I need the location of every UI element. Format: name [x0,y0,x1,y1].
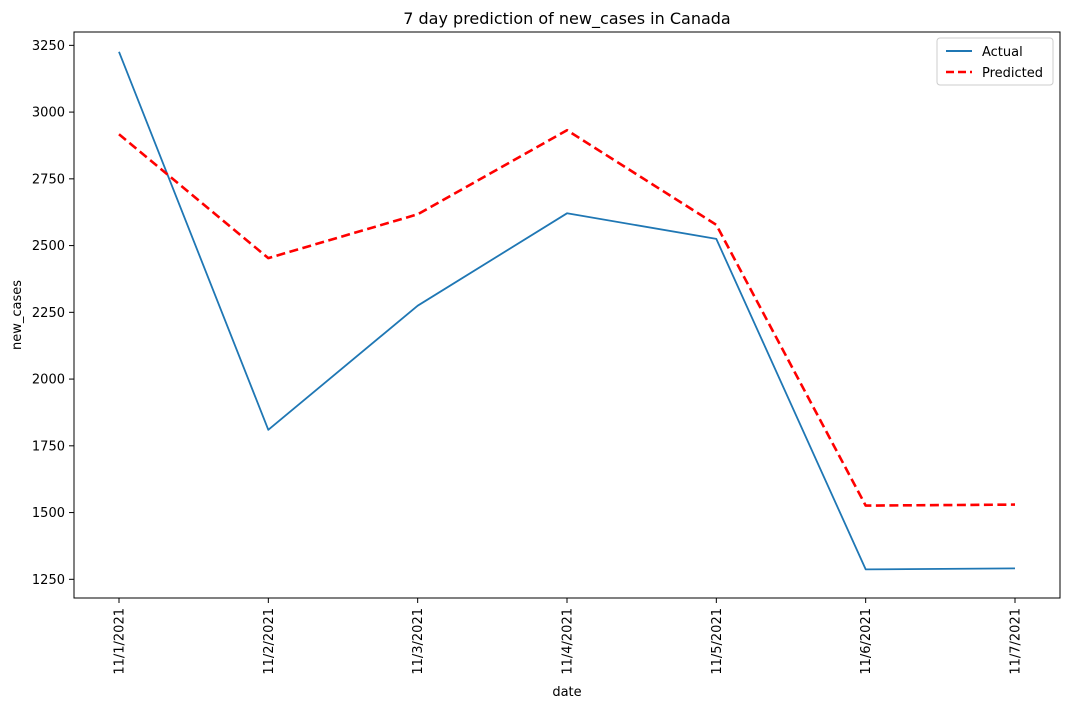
series-line-actual [118,51,1016,571]
x-axis-label: date [552,685,581,700]
plot-frame [73,31,1061,599]
series-layer [118,51,1016,571]
series-line-predicted [118,128,1016,507]
y-tick-label-1750: 1750 [32,439,65,454]
x-tick-label-0: 11/1/2021 [113,608,128,675]
legend-label-predicted: Predicted [982,66,1043,81]
x-tick-label-5: 11/6/2021 [859,608,874,675]
y-tick-label-2000: 2000 [32,373,65,388]
x-tick-label-1: 11/2/2021 [262,608,277,675]
y-tick-label-2500: 2500 [32,239,65,254]
x-tick-label-2: 11/3/2021 [411,608,426,675]
legend: Actual Predicted [936,37,1054,86]
x-axis: 11/1/2021 11/2/2021 11/3/2021 11/4/2021 11/5… [113,598,1024,675]
legend-label-actual: Actual [982,45,1023,60]
x-tick-label-4: 11/5/2021 [710,608,725,675]
y-tick-label-1500: 1500 [32,506,65,521]
y-tick-label-3000: 3000 [32,106,65,121]
x-tick-label-3: 11/4/2021 [561,608,576,675]
y-axis: 1250 1500 1750 2000 2250 2500 2750 3000 3250 [32,39,74,588]
y-tick-label-3250: 3250 [32,39,65,54]
y-tick-label-1250: 1250 [32,573,65,588]
chart-title: 7 day prediction of new_cases in Canada [403,9,730,29]
y-axis-label: new_cases [10,280,25,350]
y-tick-label-2250: 2250 [32,306,65,321]
y-tick-label-2750: 2750 [32,172,65,187]
x-tick-label-6: 11/7/2021 [1009,608,1024,675]
